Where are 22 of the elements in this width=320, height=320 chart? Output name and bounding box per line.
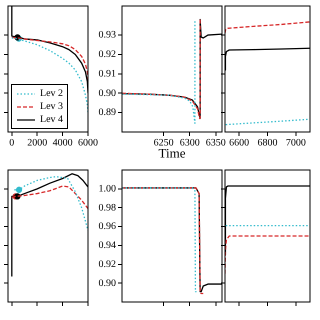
y-tick-label: 0.92 xyxy=(98,258,116,270)
x-tick-label: 6350 xyxy=(206,138,226,149)
y-tick-label: 0.96 xyxy=(98,221,116,232)
y-tick-label: 0.94 xyxy=(98,240,116,252)
y-tick-label: 0.90 xyxy=(98,88,116,99)
y-tick-label: 0.98 xyxy=(98,202,116,214)
y-tick-label: 0.92 xyxy=(98,49,116,60)
x-tick-label: 2000 xyxy=(27,138,48,149)
legend-label: Lev 3 xyxy=(40,100,64,113)
x-tick-label: 6000 xyxy=(78,138,98,149)
x-tick-label: 6800 xyxy=(258,138,278,149)
legend-label: Lev 2 xyxy=(40,87,64,100)
x-tick-label: 7000 xyxy=(286,138,306,149)
y-tick-label: 0.93 xyxy=(98,30,116,41)
legend-label: Lev 4 xyxy=(40,113,64,126)
x-tick-label: 4000 xyxy=(52,138,73,149)
y-tick-label: 0.89 xyxy=(98,107,116,118)
x-tick-label: 0 xyxy=(9,138,14,149)
y-tick-label: 1.00 xyxy=(98,183,116,194)
y-tick-label: 0.91 xyxy=(98,68,116,80)
x-tick-label: 6600 xyxy=(229,138,250,149)
y-tick-label: 0.90 xyxy=(98,278,116,289)
